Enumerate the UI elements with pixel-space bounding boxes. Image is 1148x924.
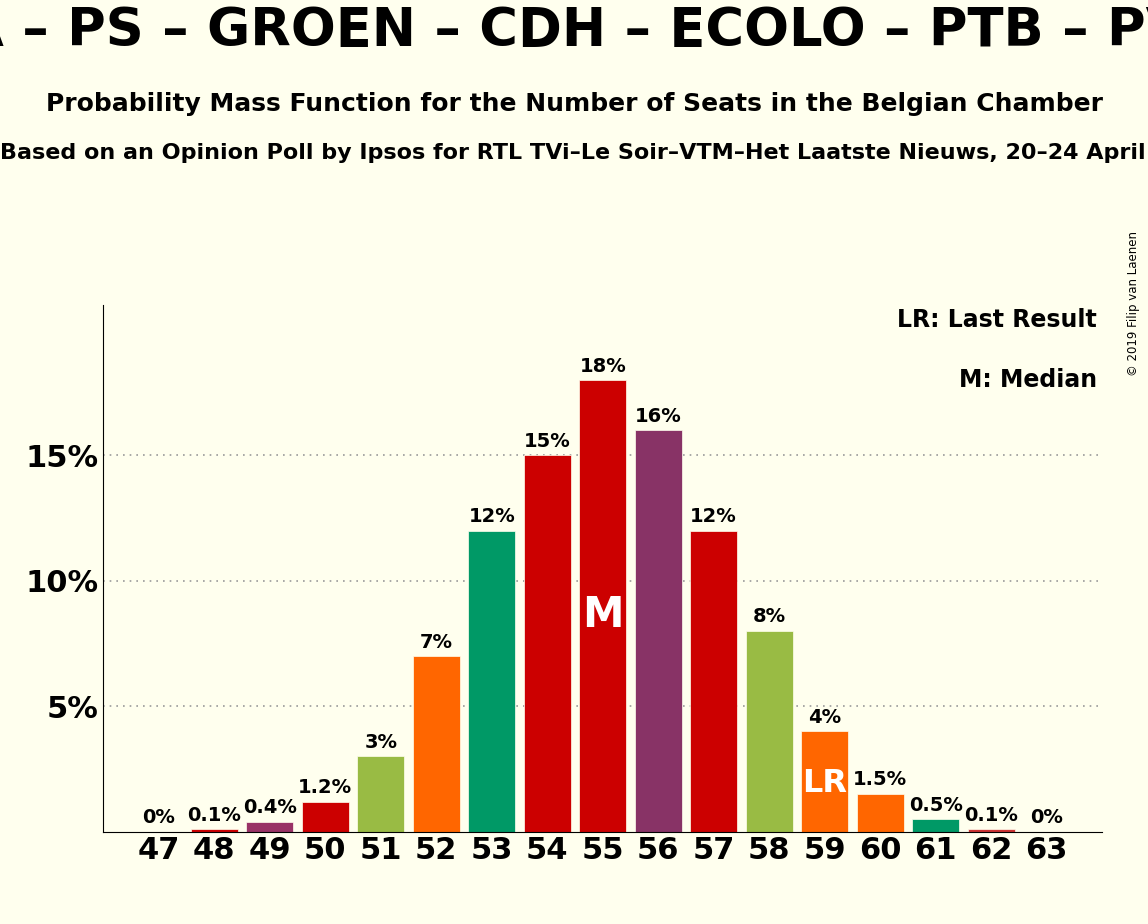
Text: 0.5%: 0.5% <box>909 796 962 815</box>
Text: 15%: 15% <box>523 432 571 451</box>
Bar <box>191 829 238 832</box>
Bar <box>690 530 737 832</box>
Text: 0.1%: 0.1% <box>187 806 241 824</box>
Text: 12%: 12% <box>468 507 515 526</box>
Bar <box>523 456 571 832</box>
Text: 16%: 16% <box>635 407 682 426</box>
Text: 0%: 0% <box>1030 808 1063 827</box>
Text: 1.5%: 1.5% <box>853 771 907 789</box>
Text: LR: LR <box>802 768 847 799</box>
Text: M: M <box>582 594 623 636</box>
Bar <box>856 794 903 832</box>
Bar <box>468 530 515 832</box>
Text: 8%: 8% <box>753 607 785 626</box>
Bar <box>579 380 627 832</box>
Bar <box>302 801 349 832</box>
Text: SP.A – PS – GROEN – CDH – ECOLO – PTB – PVDA: SP.A – PS – GROEN – CDH – ECOLO – PTB – … <box>0 5 1148 56</box>
Bar <box>246 821 294 832</box>
Text: 0.1%: 0.1% <box>964 806 1018 824</box>
Text: 12%: 12% <box>690 507 737 526</box>
Text: © 2019 Filip van Laenen: © 2019 Filip van Laenen <box>1127 231 1140 376</box>
Bar <box>412 656 460 832</box>
Text: Based on an Opinion Poll by Ipsos for RTL TVi–Le Soir–VTM–Het Laatste Nieuws, 20: Based on an Opinion Poll by Ipsos for RT… <box>0 143 1148 164</box>
Text: Probability Mass Function for the Number of Seats in the Belgian Chamber: Probability Mass Function for the Number… <box>46 92 1102 116</box>
Bar <box>635 431 682 832</box>
Bar <box>357 757 404 832</box>
Text: 3%: 3% <box>364 733 397 752</box>
Text: 18%: 18% <box>580 357 626 376</box>
Text: 7%: 7% <box>420 633 452 651</box>
Bar <box>968 829 1015 832</box>
Text: M: Median: M: Median <box>959 368 1097 392</box>
Text: 0%: 0% <box>142 808 176 827</box>
Bar <box>745 631 793 832</box>
Text: 0.4%: 0.4% <box>243 798 296 817</box>
Text: 1.2%: 1.2% <box>298 778 352 797</box>
Text: 4%: 4% <box>808 708 841 727</box>
Bar <box>912 819 960 832</box>
Bar <box>801 731 848 832</box>
Text: LR: Last Result: LR: Last Result <box>898 308 1097 332</box>
